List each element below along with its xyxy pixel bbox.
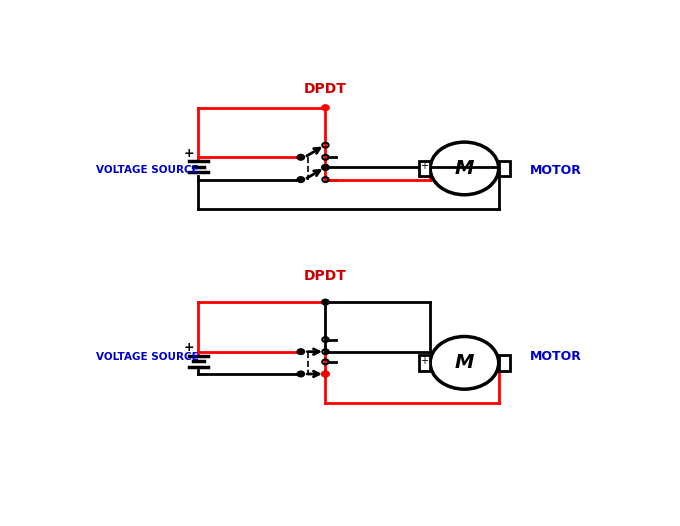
Text: MOTOR: MOTOR	[530, 350, 582, 363]
Circle shape	[297, 177, 305, 183]
Text: M: M	[455, 353, 474, 372]
Circle shape	[322, 105, 329, 110]
Circle shape	[322, 165, 329, 170]
Text: VOLTAGE SOURCE: VOLTAGE SOURCE	[95, 166, 199, 176]
Bar	[419, 355, 430, 370]
Circle shape	[322, 371, 329, 377]
Text: M: M	[455, 159, 474, 178]
Circle shape	[297, 349, 305, 355]
Circle shape	[297, 371, 305, 377]
Text: +: +	[184, 341, 194, 354]
Circle shape	[322, 299, 329, 305]
Text: DPDT: DPDT	[303, 83, 346, 96]
Text: DPDT: DPDT	[303, 269, 346, 283]
Bar	[419, 161, 430, 176]
Text: +: +	[420, 161, 428, 171]
Circle shape	[297, 155, 305, 160]
Bar	[498, 161, 510, 176]
Text: +: +	[184, 147, 194, 159]
Text: +: +	[420, 356, 428, 366]
Bar	[498, 355, 510, 370]
Text: MOTOR: MOTOR	[530, 164, 582, 177]
Text: VOLTAGE SOURCE: VOLTAGE SOURCE	[95, 352, 199, 362]
